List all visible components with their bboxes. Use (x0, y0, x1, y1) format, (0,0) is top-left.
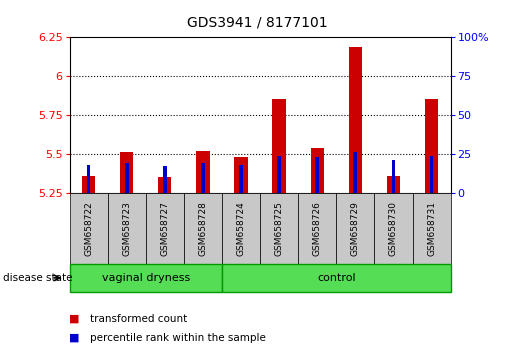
Bar (201, 163, 205, 193)
Bar (353, 153, 357, 193)
Bar (425, 99, 438, 193)
Text: GSM658722: GSM658722 (84, 201, 93, 256)
Bar (239, 165, 243, 193)
Bar (125, 163, 129, 193)
Bar (82, 176, 95, 193)
Text: transformed count: transformed count (90, 314, 187, 324)
Text: ■: ■ (70, 314, 80, 324)
Text: GSM658727: GSM658727 (160, 201, 169, 256)
Text: GSM658725: GSM658725 (274, 201, 284, 256)
Bar (391, 160, 396, 193)
Bar (430, 155, 434, 193)
Text: vaginal dryness: vaginal dryness (101, 273, 190, 283)
Text: GSM658731: GSM658731 (427, 201, 436, 256)
Text: GSM658728: GSM658728 (198, 201, 208, 256)
Text: GSM658726: GSM658726 (313, 201, 322, 256)
Bar (120, 153, 133, 193)
Bar (315, 157, 319, 193)
Text: GDS3941 / 8177101: GDS3941 / 8177101 (187, 16, 328, 30)
Bar (277, 155, 281, 193)
Text: disease state: disease state (3, 273, 72, 283)
Bar (272, 99, 286, 193)
Bar (311, 148, 324, 193)
Bar (158, 177, 171, 193)
Bar (234, 157, 248, 193)
Bar (163, 166, 167, 193)
Text: GSM658729: GSM658729 (351, 201, 360, 256)
Bar (87, 165, 91, 193)
Text: GSM658723: GSM658723 (122, 201, 131, 256)
Bar (387, 176, 400, 193)
Text: GSM658724: GSM658724 (236, 201, 246, 256)
Text: control: control (317, 273, 355, 283)
Bar (196, 151, 210, 193)
Bar (349, 46, 362, 193)
Text: ■: ■ (70, 333, 80, 343)
Text: GSM658730: GSM658730 (389, 201, 398, 256)
Text: percentile rank within the sample: percentile rank within the sample (90, 333, 266, 343)
